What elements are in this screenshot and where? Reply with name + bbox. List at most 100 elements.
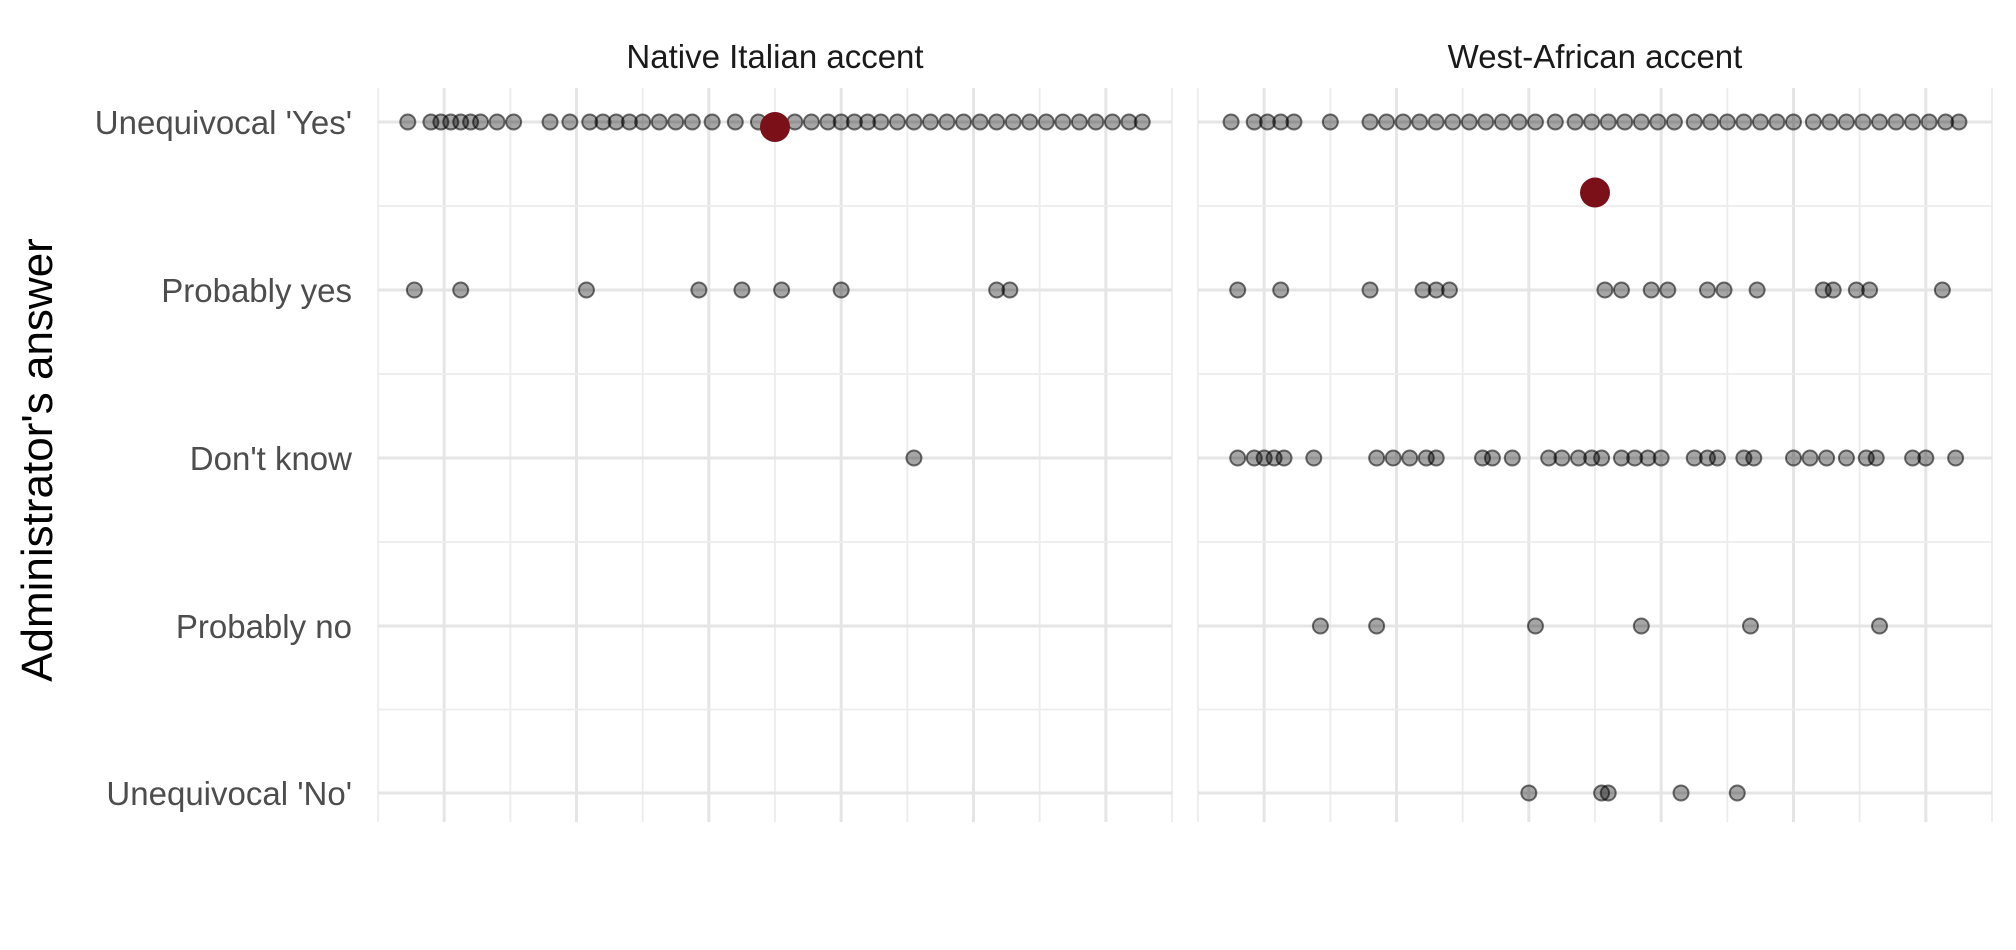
data-point <box>1785 113 1802 131</box>
data-point <box>1444 113 1462 131</box>
y-tick-label: Probably yes <box>161 272 352 309</box>
data-point <box>1821 113 1839 131</box>
data-point <box>888 113 906 131</box>
data-point <box>1493 113 1511 131</box>
data-point <box>1861 281 1879 299</box>
data-point <box>1612 449 1630 467</box>
data-point <box>452 281 470 299</box>
data-point <box>1368 617 1386 635</box>
data-point <box>1378 113 1396 131</box>
data-point <box>1520 784 1538 802</box>
data-point <box>1229 449 1247 467</box>
data-point <box>1120 113 1138 131</box>
data-point <box>733 281 751 299</box>
data-point <box>832 113 850 131</box>
data-point <box>1837 449 1855 467</box>
data-point <box>1510 113 1528 131</box>
data-point <box>1665 113 1683 131</box>
data-point <box>703 113 721 131</box>
data-point <box>1321 113 1339 131</box>
data-point <box>1593 449 1611 467</box>
data-point <box>1483 449 1501 467</box>
data-point <box>1460 113 1478 131</box>
data-point <box>1546 113 1564 131</box>
mean-marker <box>1580 177 1610 208</box>
data-point <box>1553 449 1571 467</box>
data-point <box>905 449 923 467</box>
data-point <box>1596 281 1614 299</box>
data-point <box>1649 113 1667 131</box>
data-point <box>1904 113 1922 131</box>
data-point <box>1824 281 1842 299</box>
data-point <box>1394 113 1412 131</box>
facet-panel-1: Native Italian accent <box>377 38 1173 822</box>
data-point <box>726 113 744 131</box>
data-point <box>667 113 685 131</box>
data-point <box>845 113 863 131</box>
data-point <box>634 113 652 131</box>
data-point <box>399 113 417 131</box>
data-point <box>1937 113 1955 131</box>
data-point <box>690 281 708 299</box>
data-point <box>1414 281 1432 299</box>
data-point <box>1222 113 1240 131</box>
data-point <box>1659 281 1677 299</box>
data-point <box>472 113 490 131</box>
data-point <box>1311 617 1329 635</box>
data-point <box>1540 449 1558 467</box>
data-point <box>1272 281 1290 299</box>
data-point <box>1599 113 1617 131</box>
data-point <box>921 113 939 131</box>
data-point <box>1401 449 1419 467</box>
data-point <box>1871 113 1889 131</box>
data-point <box>1685 449 1703 467</box>
data-point <box>1361 113 1379 131</box>
data-point <box>541 113 559 131</box>
data-point <box>1639 449 1657 467</box>
data-point <box>1818 449 1836 467</box>
data-point <box>1427 113 1445 131</box>
data-point <box>1626 449 1644 467</box>
data-point <box>802 113 820 131</box>
data-point <box>859 113 877 131</box>
data-point <box>1001 281 1019 299</box>
data-point <box>1411 113 1429 131</box>
data-point <box>1685 113 1703 131</box>
data-point <box>988 281 1006 299</box>
data-point <box>1526 113 1544 131</box>
data-point <box>1305 449 1323 467</box>
data-point <box>620 113 638 131</box>
data-point <box>581 113 599 131</box>
data-point <box>1804 113 1822 131</box>
data-point <box>773 281 791 299</box>
data-point <box>819 113 837 131</box>
data-point <box>1440 281 1458 299</box>
data-point <box>1133 113 1151 131</box>
y-tick-label: Unequivocal 'No' <box>106 775 352 812</box>
facet-title: West-African accent <box>1448 38 1743 75</box>
data-point <box>1021 113 1039 131</box>
data-point <box>561 113 579 131</box>
data-point <box>650 113 668 131</box>
data-point <box>505 113 523 131</box>
data-point <box>988 113 1006 131</box>
data-point <box>594 113 612 131</box>
data-point <box>1037 113 1055 131</box>
data-point <box>1361 281 1379 299</box>
data-point <box>1642 281 1660 299</box>
data-point <box>1854 113 1872 131</box>
data-point <box>1917 449 1935 467</box>
data-point <box>1950 113 1968 131</box>
data-point <box>1847 281 1865 299</box>
data-point <box>1933 281 1951 299</box>
data-point <box>1741 617 1759 635</box>
data-point <box>1503 449 1521 467</box>
data-point <box>1887 113 1905 131</box>
y-tick-label: Unequivocal 'Yes' <box>95 104 352 141</box>
data-point <box>1904 449 1922 467</box>
data-point <box>1715 281 1733 299</box>
data-point <box>1427 449 1445 467</box>
data-point <box>1748 281 1766 299</box>
data-point <box>577 281 595 299</box>
